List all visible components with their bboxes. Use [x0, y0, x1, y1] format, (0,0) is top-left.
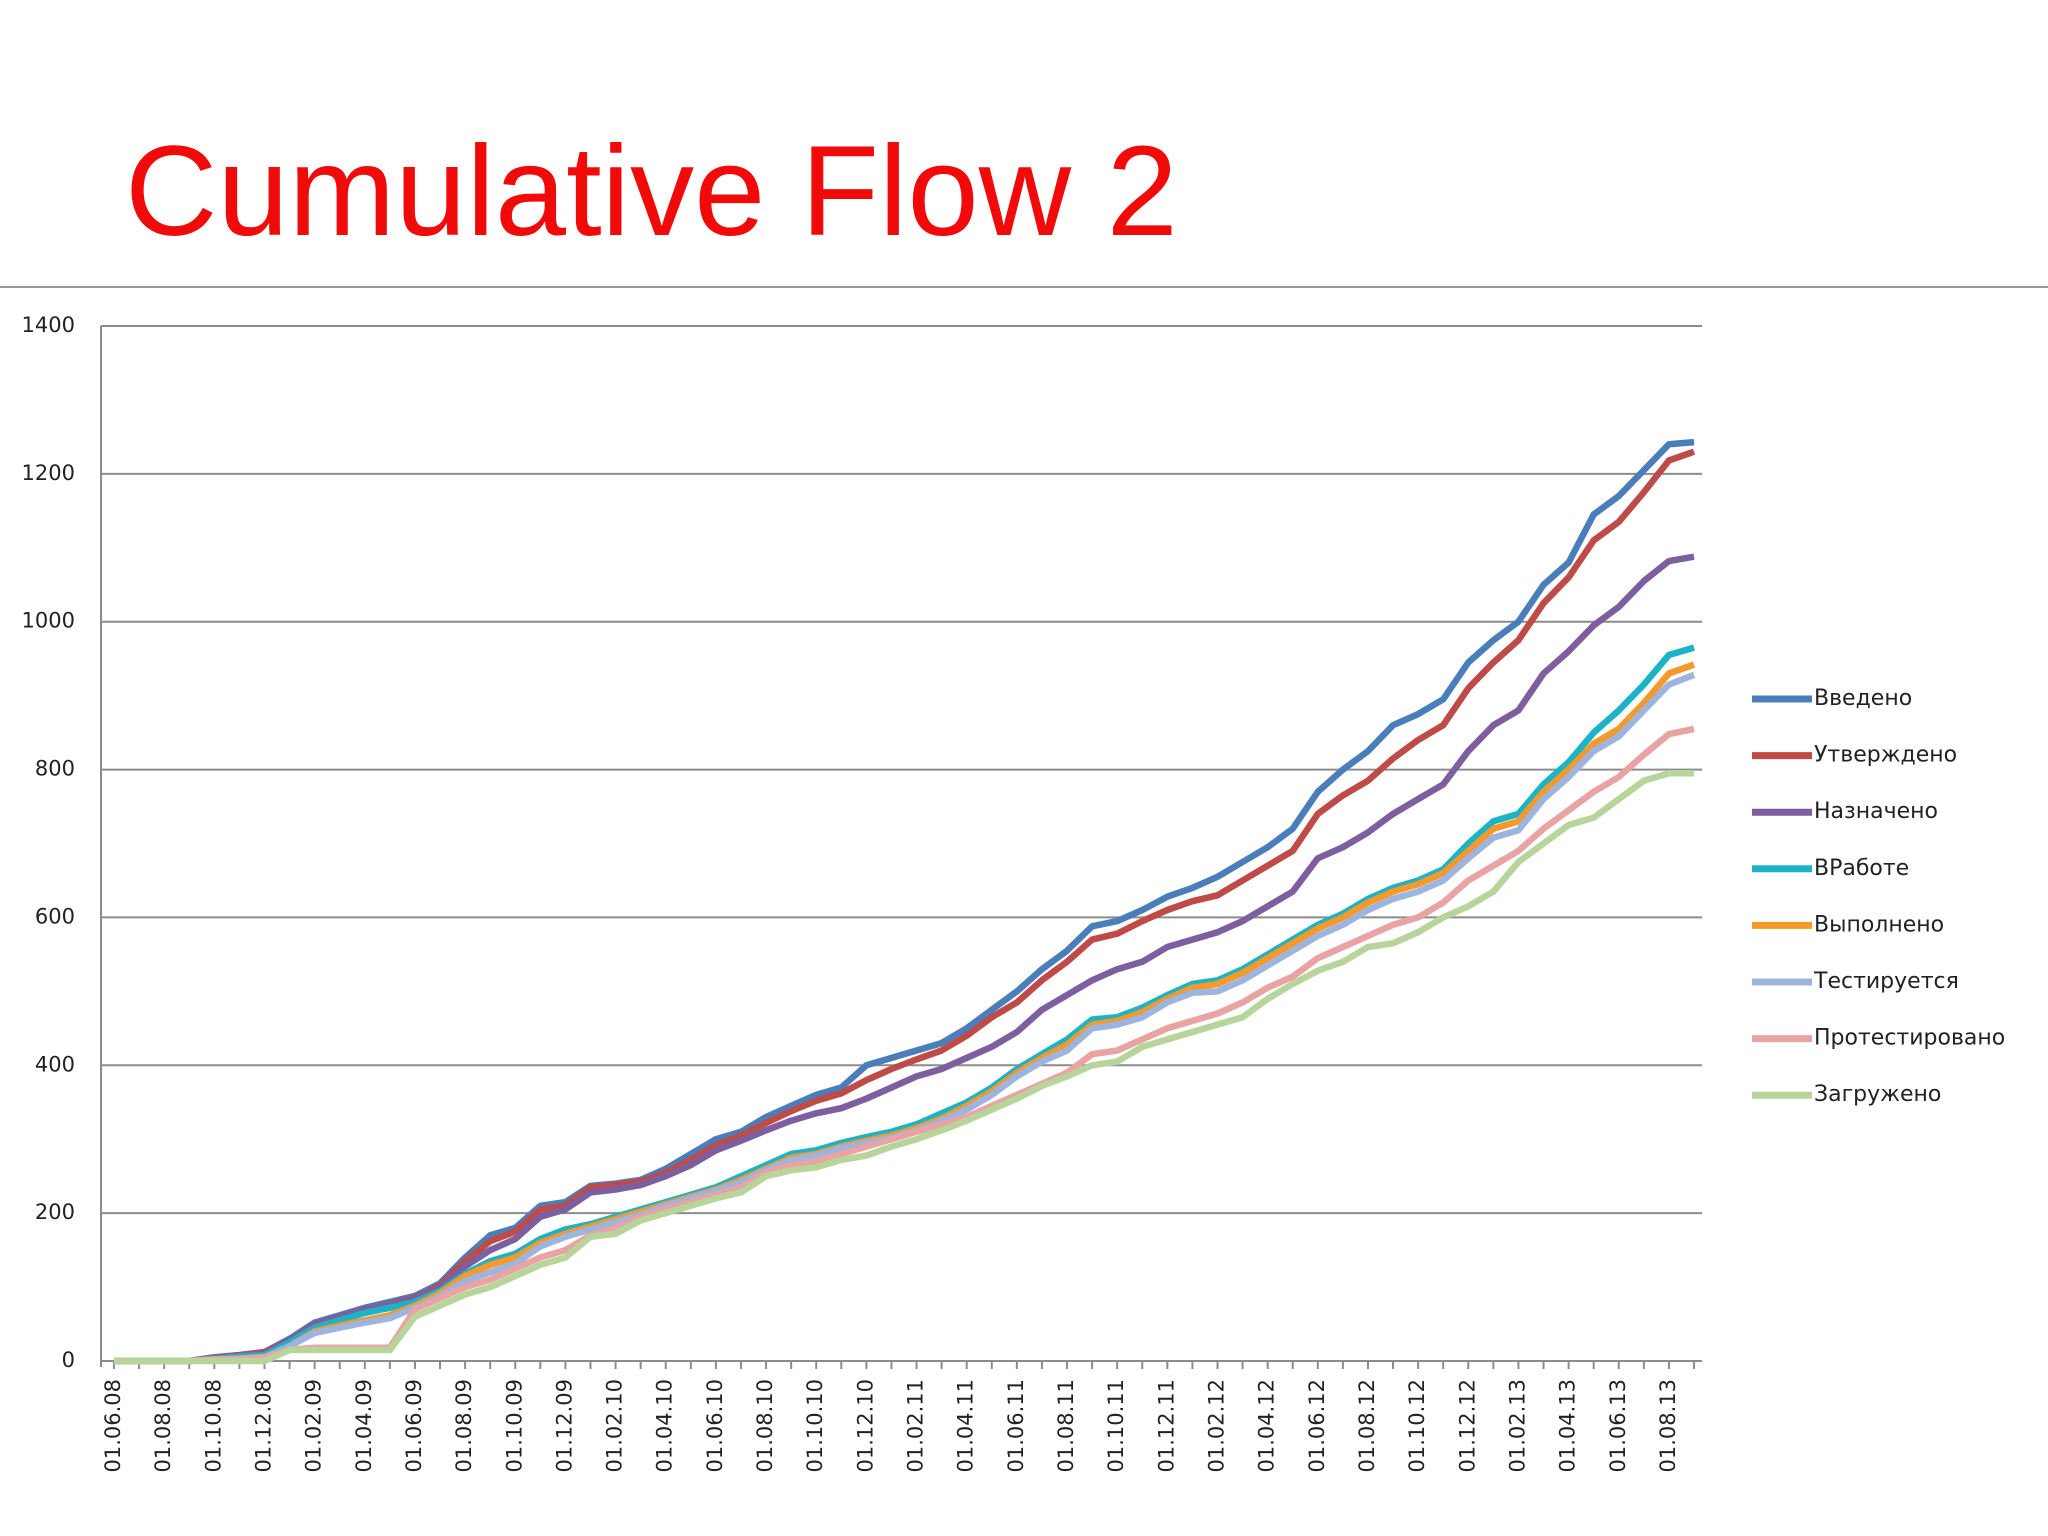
- legend-label: Введено: [1814, 686, 1912, 711]
- legend-label: Назначено: [1814, 799, 1938, 824]
- x-tick-label: 01.04.11: [954, 1379, 978, 1473]
- series-line: [114, 553, 1695, 1365]
- series-line: [114, 438, 1695, 1365]
- y-tick-label: 0: [62, 1348, 75, 1372]
- legend-label: Выполнено: [1814, 912, 1944, 937]
- x-tick-label: 01.08.08: [151, 1379, 175, 1473]
- x-tick-label: 01.02.12: [1204, 1379, 1228, 1473]
- x-tick-label: 01.10.09: [502, 1379, 526, 1473]
- x-tick-label: 01.06.12: [1305, 1379, 1329, 1473]
- x-tick-label: 01.04.09: [352, 1379, 376, 1473]
- legend-label: Протестировано: [1814, 1026, 2005, 1051]
- y-tick-label: 1000: [22, 609, 75, 633]
- slide-title: Cumulative Flow 2: [125, 120, 1178, 263]
- x-tick-label: 01.12.11: [1154, 1379, 1178, 1473]
- y-tick-label: 200: [35, 1200, 75, 1224]
- y-tick-label: 400: [35, 1052, 75, 1076]
- x-tick-label: 01.02.10: [603, 1379, 627, 1473]
- series-line: [114, 671, 1696, 1365]
- y-tick-label: 600: [35, 904, 75, 928]
- series-line: [114, 725, 1695, 1365]
- x-tick-label: 01.04.10: [653, 1379, 677, 1473]
- x-tick-label: 01.08.12: [1355, 1379, 1379, 1473]
- y-tick-label: 800: [35, 757, 75, 781]
- series-line: [114, 448, 1696, 1365]
- x-tick-label: 01.06.08: [101, 1379, 125, 1473]
- x-tick-label: 01.12.08: [251, 1379, 275, 1473]
- y-tick-label: 1200: [22, 461, 75, 485]
- legend-label: Тестируется: [1813, 969, 1959, 994]
- x-tick-label: 01.10.10: [803, 1379, 827, 1473]
- legend-label: Загружено: [1814, 1082, 1941, 1107]
- x-tick-label: 01.02.13: [1505, 1379, 1529, 1473]
- x-tick-label: 01.08.11: [1054, 1379, 1078, 1473]
- x-tick-label: 01.08.10: [753, 1379, 777, 1473]
- x-tick-label: 01.12.09: [552, 1379, 576, 1473]
- x-tick-label: 01.02.09: [302, 1379, 326, 1473]
- x-tick-label: 01.06.11: [1004, 1379, 1028, 1473]
- x-tick-label: 01.04.13: [1556, 1379, 1580, 1473]
- series-line: [114, 644, 1695, 1365]
- legend-label: Утверждено: [1814, 743, 1957, 768]
- legend-label: ВРаботе: [1814, 856, 1909, 881]
- x-tick-label: 01.10.12: [1405, 1379, 1429, 1473]
- x-tick-label: 01.08.13: [1656, 1379, 1680, 1473]
- x-tick-label: 01.12.12: [1455, 1379, 1479, 1473]
- x-tick-label: 01.06.13: [1606, 1379, 1630, 1473]
- x-tick-label: 01.02.11: [904, 1379, 928, 1473]
- x-tick-label: 01.12.10: [853, 1379, 877, 1473]
- x-tick-label: 01.10.11: [1104, 1379, 1128, 1473]
- series-line: [114, 770, 1694, 1365]
- x-tick-label: 01.10.08: [201, 1379, 225, 1473]
- x-tick-label: 01.06.09: [402, 1379, 426, 1473]
- y-tick-label: 1400: [22, 313, 75, 337]
- x-tick-label: 01.08.09: [452, 1379, 476, 1473]
- x-tick-label: 01.06.10: [703, 1379, 727, 1473]
- x-tick-label: 01.04.12: [1255, 1379, 1279, 1473]
